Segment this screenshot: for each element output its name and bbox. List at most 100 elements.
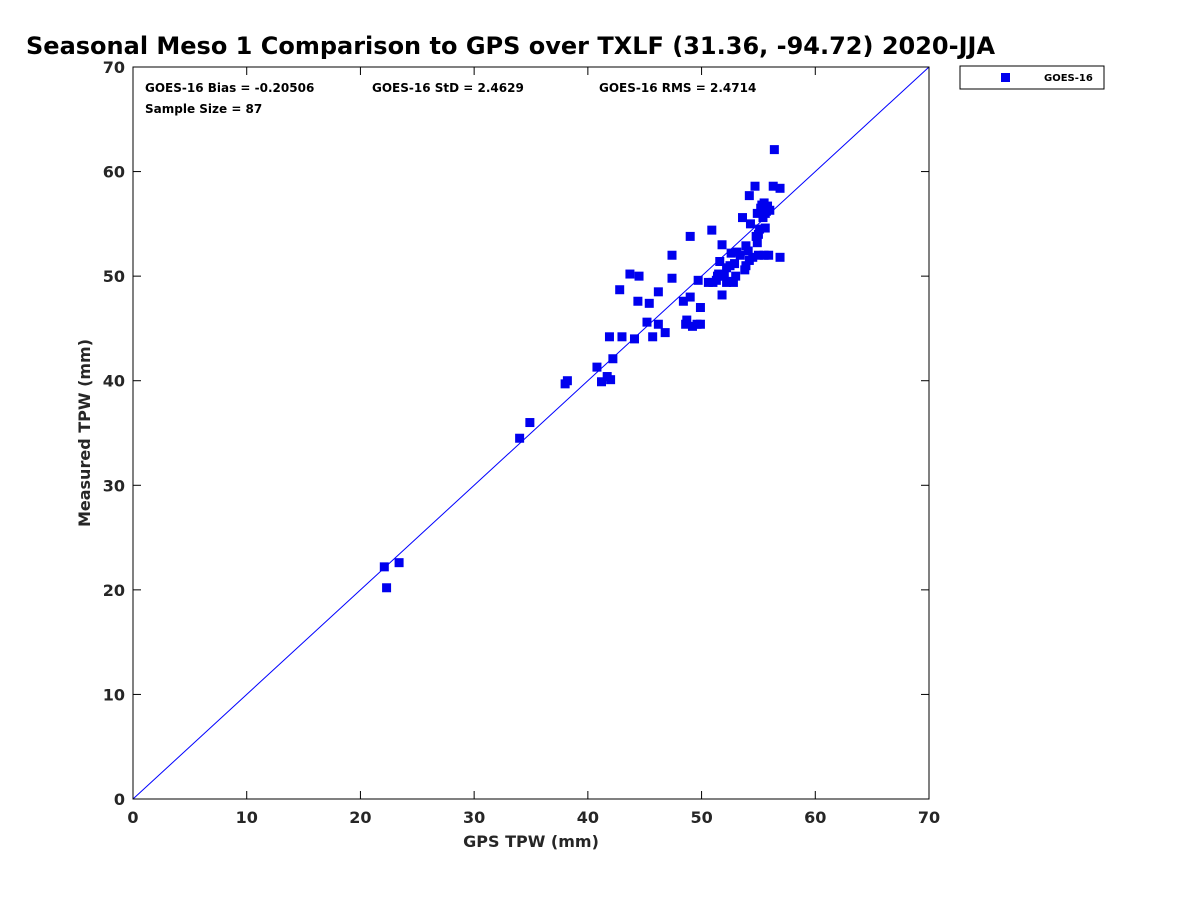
x-tick-label: 40 <box>577 808 599 827</box>
data-point <box>750 181 760 191</box>
chart-title: Seasonal Meso 1 Comparison to GPS over T… <box>26 32 995 60</box>
data-point <box>682 315 692 325</box>
data-point <box>634 271 644 281</box>
data-point <box>738 213 748 223</box>
legend: GOES-16 <box>959 65 1105 90</box>
data-point <box>768 181 778 191</box>
data-point <box>597 377 607 387</box>
data-point <box>625 269 635 279</box>
data-point <box>745 219 755 229</box>
y-tick-label: 0 <box>114 790 125 809</box>
data-point <box>753 250 763 260</box>
y-tick-label: 60 <box>103 163 125 182</box>
data-point <box>615 285 625 295</box>
stat-sample-size: Sample Size = 87 <box>145 102 262 116</box>
data-point <box>678 296 688 306</box>
data-point <box>642 317 652 327</box>
data-point <box>685 292 695 302</box>
data-point <box>764 250 774 260</box>
y-tick-label: 30 <box>103 476 125 495</box>
data-point <box>592 362 602 372</box>
data-point <box>735 250 745 260</box>
data-point <box>608 354 618 364</box>
legend-box <box>959 65 1105 90</box>
data-point <box>775 183 785 193</box>
data-point <box>648 332 658 342</box>
data-point <box>703 277 713 287</box>
data-point <box>606 375 616 385</box>
data-point <box>730 259 740 269</box>
data-point <box>695 319 705 329</box>
data-point <box>653 319 663 329</box>
data-point <box>744 191 754 201</box>
stat-bias: GOES-16 Bias = -0.20506 <box>145 81 314 95</box>
data-point <box>743 246 753 256</box>
data-point <box>617 332 627 342</box>
data-point <box>604 332 614 342</box>
y-axis-label: Measured TPW (mm) <box>75 339 94 527</box>
data-point <box>653 287 663 297</box>
data-point <box>717 290 727 300</box>
data-point <box>726 248 736 258</box>
data-point <box>394 558 404 568</box>
plot-area: 0 10 20 30 40 50 60 70 0 10 20 30 40 50 60 70 <box>103 58 940 827</box>
data-point <box>725 261 735 271</box>
data-point <box>629 334 639 344</box>
data-point <box>667 273 677 283</box>
data-point <box>765 205 775 215</box>
data-point <box>752 238 762 248</box>
data-point <box>714 269 724 279</box>
data-point <box>644 298 654 308</box>
data-point <box>693 275 703 285</box>
data-point <box>759 250 769 260</box>
plot-frame <box>132 66 930 800</box>
data-point <box>695 303 705 313</box>
y-tick-label: 70 <box>103 58 125 77</box>
data-point <box>633 296 643 306</box>
y-tick-label: 40 <box>103 372 125 391</box>
reference-line <box>132 66 930 800</box>
data-point <box>741 241 751 251</box>
data-point <box>748 252 758 262</box>
x-axis-ticks: 0 10 20 30 40 50 60 70 <box>127 67 940 827</box>
y-tick-label: 10 <box>103 685 125 704</box>
data-point <box>755 224 765 234</box>
data-point <box>731 271 741 281</box>
data-point <box>660 328 670 338</box>
data-point <box>715 257 725 267</box>
data-point <box>687 321 697 331</box>
x-tick-label: 0 <box>127 808 138 827</box>
x-axis-label: GPS TPW (mm) <box>463 832 599 851</box>
data-point <box>382 583 392 593</box>
x-tick-label: 30 <box>463 808 485 827</box>
points-layer <box>379 145 785 593</box>
x-tick-label: 60 <box>804 808 826 827</box>
legend-marker-goes-16 <box>1001 73 1010 82</box>
x-tick-label: 20 <box>349 808 371 827</box>
x-tick-label: 70 <box>918 808 940 827</box>
data-point <box>707 225 717 235</box>
stat-std: GOES-16 StD = 2.4629 <box>372 81 524 95</box>
data-point <box>769 145 779 155</box>
data-point <box>728 277 738 287</box>
y-tick-label: 20 <box>103 581 125 600</box>
data-point <box>667 250 677 260</box>
legend-label-goes-16: GOES-16 <box>1044 73 1093 84</box>
data-point <box>525 418 535 428</box>
data-point <box>719 271 729 281</box>
y-axis-ticks: 0 10 20 30 40 50 60 70 <box>103 58 929 809</box>
x-tick-label: 10 <box>236 808 258 827</box>
stat-rms: GOES-16 RMS = 2.4714 <box>599 81 756 95</box>
data-point <box>379 562 389 572</box>
data-point <box>515 433 525 443</box>
y-tick-label: 50 <box>103 267 125 286</box>
data-point <box>741 261 751 271</box>
data-point <box>775 252 785 262</box>
data-point <box>685 231 695 241</box>
x-tick-label: 50 <box>690 808 712 827</box>
data-point <box>717 240 727 250</box>
data-point <box>562 376 572 386</box>
data-point <box>760 223 770 233</box>
data-point <box>752 208 762 218</box>
